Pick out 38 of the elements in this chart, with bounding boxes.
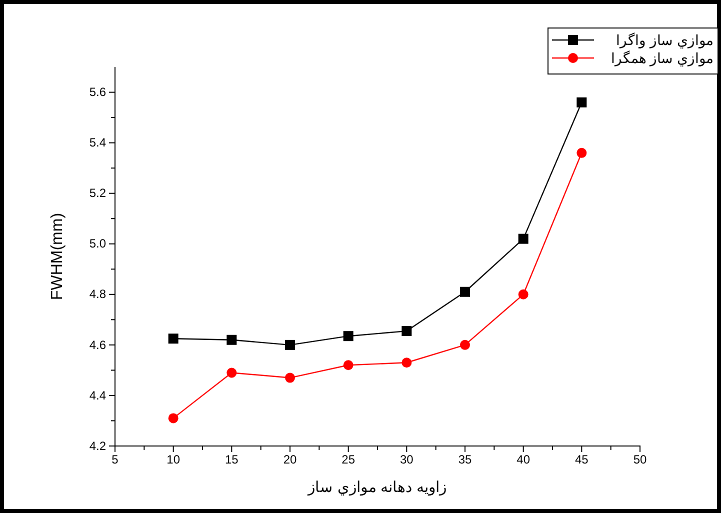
point — [402, 326, 412, 336]
y-tick-label: 5.0 — [89, 236, 106, 251]
point — [518, 289, 528, 300]
point — [576, 97, 587, 108]
point — [343, 360, 354, 370]
y-tick-label: 4.6 — [89, 338, 106, 352]
y-tick-label: 5.2 — [89, 186, 106, 200]
legend-label: موازي ساز همگرا — [611, 50, 714, 67]
y-axis-title: FWHM(mm) — [49, 212, 66, 300]
x-axis-title: زاويه دهانه موازي ساز — [307, 479, 447, 496]
point — [460, 286, 470, 297]
y-tick-label: 4.2 — [89, 438, 106, 453]
point — [576, 148, 587, 158]
point — [226, 368, 237, 378]
x-tick-label: 50 — [633, 452, 647, 467]
x-tick-label: 30 — [400, 452, 414, 467]
x-tick-label: 5 — [112, 452, 119, 467]
y-tick-label: 4.4 — [89, 388, 106, 402]
point — [226, 334, 237, 345]
y-tick-label: 5.6 — [89, 85, 106, 100]
point — [402, 358, 412, 368]
y-tick-label: 4.8 — [89, 287, 106, 302]
x-tick-label: 45 — [574, 452, 589, 467]
x-tick-label: 20 — [283, 452, 297, 467]
x-tick-label: 10 — [166, 452, 180, 467]
x-tick-label: 35 — [458, 452, 472, 467]
x-tick-label: 15 — [224, 452, 239, 467]
point — [518, 234, 528, 244]
point — [343, 331, 354, 342]
legend-label: موازي ساز واگرا — [616, 32, 714, 49]
point — [285, 372, 295, 383]
point — [460, 340, 470, 350]
point — [168, 334, 178, 344]
point — [168, 413, 178, 424]
x-tick-label: 40 — [516, 452, 530, 467]
y-tick-label: 5.4 — [89, 136, 106, 150]
point — [285, 340, 295, 350]
x-tick-label: 25 — [342, 452, 356, 467]
